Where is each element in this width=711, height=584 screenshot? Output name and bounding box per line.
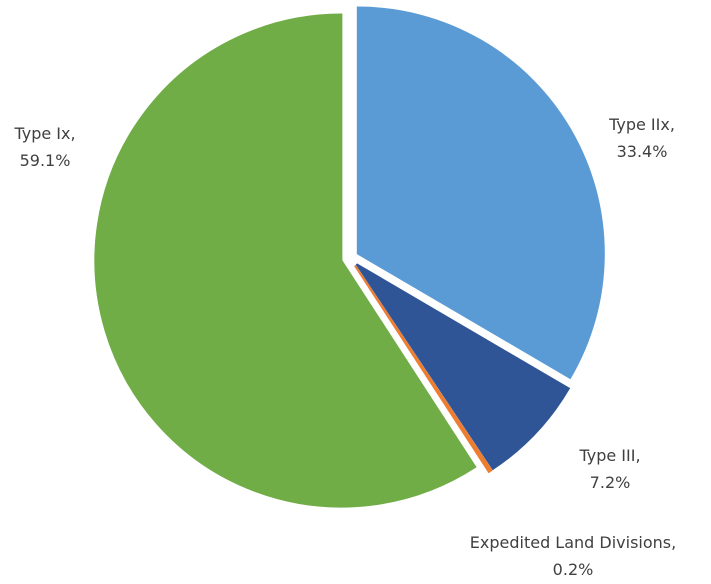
pie-slice bbox=[94, 13, 477, 508]
value-label: 59.1% bbox=[20, 151, 71, 170]
pie-slice bbox=[354, 264, 493, 474]
value-label: 0.2% bbox=[553, 560, 594, 579]
category-label: Type III, bbox=[578, 446, 640, 465]
category-label: Type Ix, bbox=[13, 124, 75, 143]
pie-slice bbox=[356, 6, 605, 380]
pie-slice bbox=[355, 263, 571, 471]
value-label: 33.4% bbox=[617, 142, 668, 161]
category-label: Expedited Land Divisions, bbox=[470, 533, 676, 552]
category-label: Type IIx, bbox=[608, 115, 675, 134]
value-label: 7.2% bbox=[590, 473, 631, 492]
